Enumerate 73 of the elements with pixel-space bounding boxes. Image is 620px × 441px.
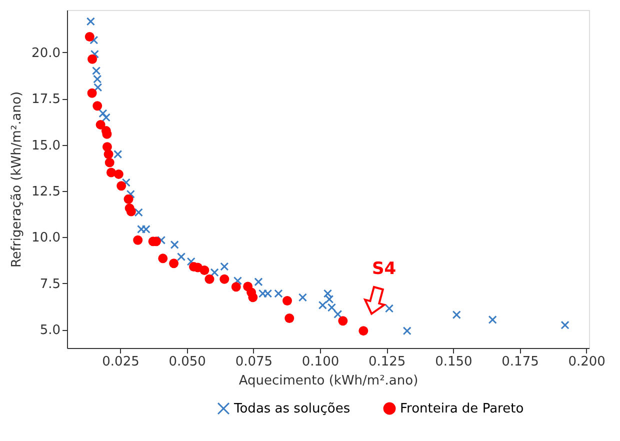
point bbox=[200, 266, 210, 275]
point bbox=[274, 289, 283, 298]
point bbox=[94, 83, 102, 92]
point bbox=[248, 292, 258, 302]
y-tick-label: 17.5 bbox=[32, 92, 60, 108]
point bbox=[325, 294, 334, 304]
point bbox=[114, 169, 124, 179]
x-tick-label: 0.200 bbox=[568, 354, 606, 370]
point bbox=[104, 150, 114, 159]
point bbox=[358, 326, 368, 336]
point bbox=[126, 206, 136, 216]
point bbox=[488, 315, 497, 324]
point bbox=[338, 316, 348, 326]
annotation: S4 bbox=[372, 259, 396, 279]
point bbox=[84, 32, 94, 42]
point bbox=[114, 150, 122, 159]
y-tick-label: 7.5 bbox=[40, 276, 60, 292]
point bbox=[93, 74, 102, 84]
point bbox=[169, 258, 179, 268]
point bbox=[220, 274, 230, 284]
y-tick-label: 5.0 bbox=[40, 323, 60, 338]
x-tick-label: 0.150 bbox=[435, 354, 472, 370]
point bbox=[96, 120, 106, 130]
point bbox=[104, 158, 114, 168]
point bbox=[402, 326, 412, 336]
y-tick-label: 12.5 bbox=[32, 184, 60, 200]
x-tick-label: 0.175 bbox=[502, 354, 539, 370]
point bbox=[231, 282, 241, 292]
point bbox=[92, 101, 102, 111]
point bbox=[220, 262, 229, 271]
y-tick-label: 10.0 bbox=[32, 230, 60, 246]
point bbox=[116, 181, 126, 191]
point bbox=[126, 190, 135, 198]
point bbox=[334, 310, 342, 318]
point bbox=[284, 314, 294, 323]
x-tick-label: 0.125 bbox=[368, 354, 406, 370]
point bbox=[133, 235, 143, 245]
point bbox=[384, 304, 394, 313]
point bbox=[158, 254, 168, 264]
y-axis-title: Refrigeração (kWh/m².ano) bbox=[10, 91, 25, 268]
point bbox=[176, 252, 186, 262]
point bbox=[210, 268, 219, 277]
y-tick-label: 15.0 bbox=[32, 138, 60, 154]
point bbox=[90, 50, 99, 58]
point bbox=[186, 257, 196, 266]
point bbox=[233, 276, 242, 286]
point bbox=[254, 278, 263, 286]
point bbox=[323, 289, 332, 298]
point bbox=[452, 310, 461, 320]
point bbox=[282, 296, 292, 306]
point bbox=[98, 109, 108, 118]
point bbox=[124, 194, 134, 204]
point bbox=[156, 236, 166, 244]
point bbox=[90, 36, 98, 44]
point bbox=[88, 54, 98, 64]
point bbox=[86, 17, 95, 26]
point bbox=[170, 240, 179, 250]
x-tick-label: 0.025 bbox=[102, 354, 140, 370]
legend-label: Todas as soluções bbox=[233, 402, 350, 417]
point bbox=[298, 293, 307, 302]
x-tick-label: 0.100 bbox=[302, 354, 340, 370]
point bbox=[102, 113, 110, 122]
point bbox=[204, 274, 214, 284]
point bbox=[122, 178, 130, 187]
x-tick-label: 0.075 bbox=[235, 354, 273, 370]
point bbox=[87, 88, 97, 98]
x-axis-title: Aquecimento (kWh/m².ano) bbox=[238, 374, 418, 388]
point bbox=[92, 66, 101, 76]
point bbox=[134, 208, 143, 217]
legend-label: Fronteira de Pareto bbox=[400, 402, 524, 417]
x-tick-label: 0.050 bbox=[168, 354, 206, 370]
y-tick-label: 20.0 bbox=[32, 46, 60, 61]
point bbox=[560, 320, 570, 330]
